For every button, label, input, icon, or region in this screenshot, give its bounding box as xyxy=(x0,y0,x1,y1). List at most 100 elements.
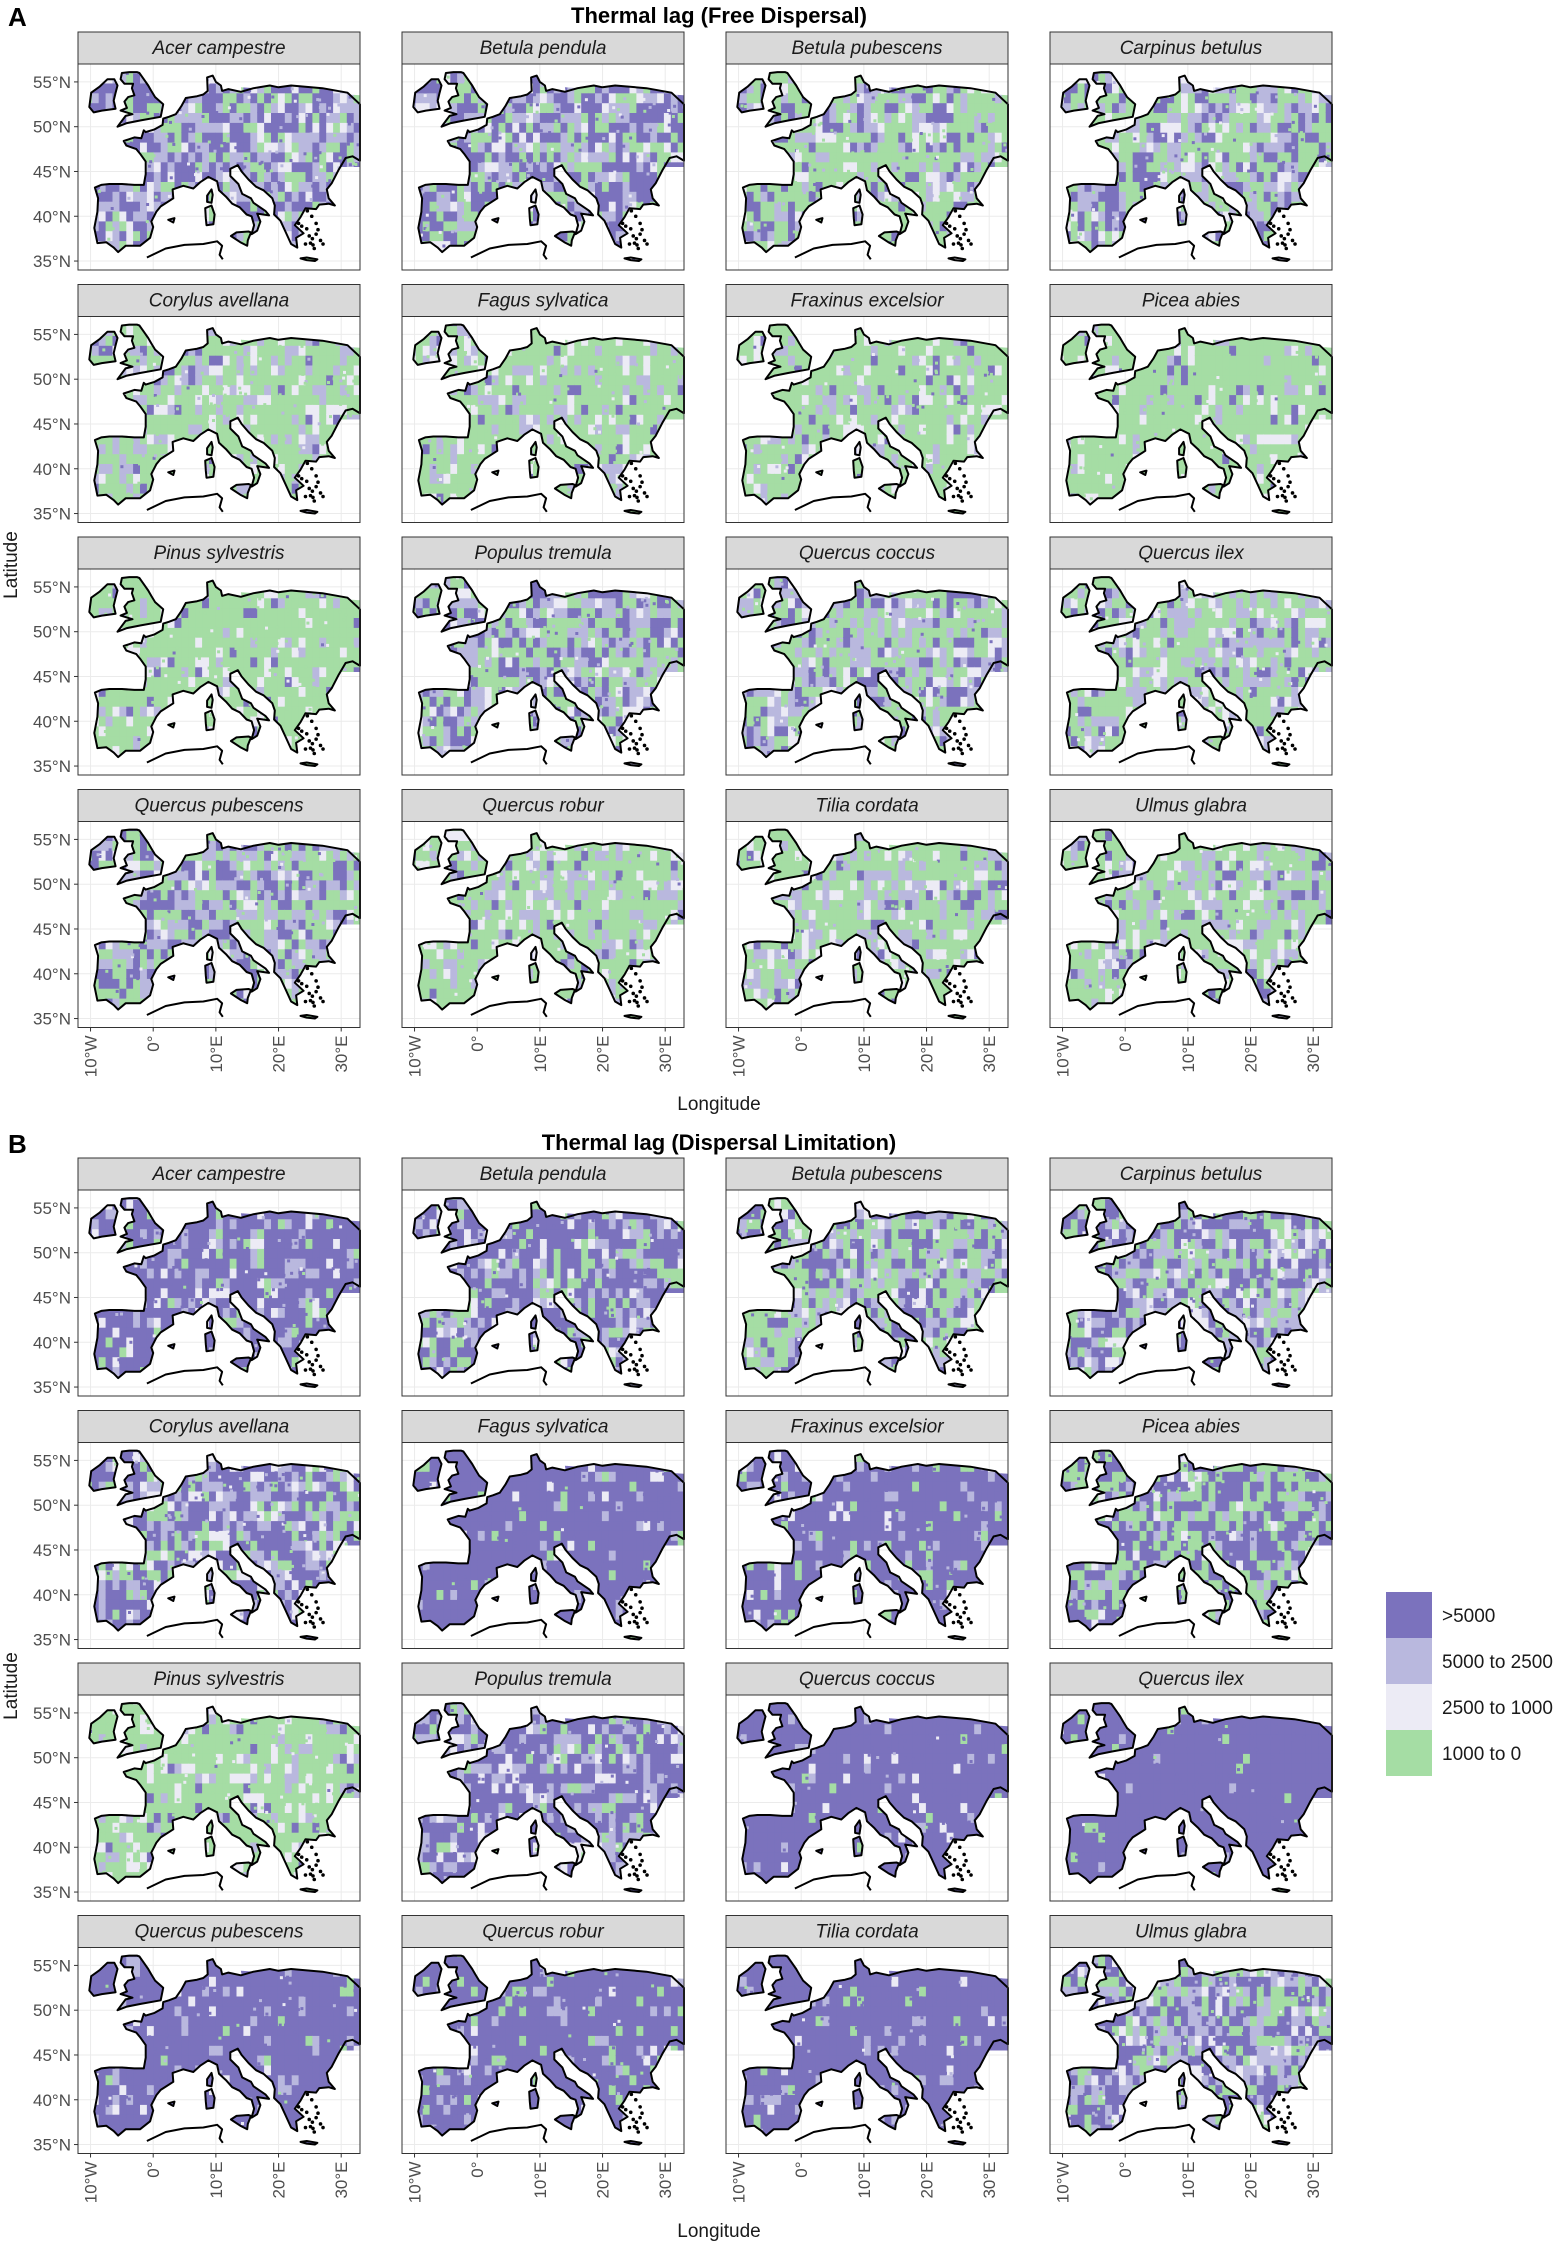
facet-strip-label: Quercus coccus xyxy=(799,1669,936,1690)
aegean-islands xyxy=(296,461,325,503)
x-tick-label: 10°E xyxy=(531,2162,550,2199)
coastline xyxy=(88,323,361,515)
x-tick-label: 0° xyxy=(1116,1036,1135,1052)
coastline xyxy=(412,323,685,515)
facet-b-tilia-cordata: Tilia cordata 10°W 0° 10°E 20°E 30°E xyxy=(725,1915,1009,2203)
coastline xyxy=(88,1197,361,1388)
facet-strip-label: Quercus robur xyxy=(482,796,604,817)
y-tick-label: 35°N xyxy=(33,1010,71,1029)
facet-strip-label: Carpinus betulus xyxy=(1120,38,1263,59)
panel-b-title: Thermal lag (Dispersal Limitation) xyxy=(542,1130,897,1155)
x-tick-label: 10°E xyxy=(1179,1036,1198,1073)
aegean-islands xyxy=(296,2092,325,2134)
facet-a-carpinus-betulus: Carpinus betulus xyxy=(1049,31,1333,271)
y-tick-label: 55°N xyxy=(33,830,71,849)
legend-label-1000-0: 1000 to 0 xyxy=(1442,1744,1521,1765)
facet-border xyxy=(401,568,685,776)
x-tick-label: 30°E xyxy=(980,2162,999,2199)
facet-strip-label: Quercus ilex xyxy=(1138,543,1245,564)
coastline xyxy=(736,71,1009,262)
aegean-islands xyxy=(620,714,649,756)
coastline xyxy=(412,1449,685,1641)
y-tick-label: 50°N xyxy=(33,2001,71,2020)
coastline xyxy=(1060,1954,1333,2146)
y-tick-label: 40°N xyxy=(33,1838,71,1857)
facet-strip xyxy=(401,284,685,317)
coastline xyxy=(1060,828,1333,1020)
panel-a-y-axis-title: Latitude xyxy=(1,531,22,599)
facet-strip-label: Quercus ilex xyxy=(1138,1669,1245,1690)
facet-b-fagus-sylvatica: Fagus sylvatica xyxy=(401,1410,685,1649)
facet-strip xyxy=(401,1157,685,1191)
facet-border xyxy=(401,63,685,271)
facet-strip-label: Tilia cordata xyxy=(815,1922,918,1943)
facet-strip xyxy=(401,789,685,822)
aegean-islands xyxy=(944,1335,973,1377)
x-tick-label: 10°W xyxy=(1054,1036,1073,1078)
coastline xyxy=(412,71,685,262)
x-tick-label: 10°E xyxy=(855,2162,874,2199)
panel-a-letter: A xyxy=(8,2,27,32)
coastline xyxy=(1060,71,1333,262)
aegean-islands xyxy=(1268,714,1297,756)
facet-border xyxy=(725,316,1009,523)
y-tick-label: 40°N xyxy=(33,2091,71,2110)
facet-border xyxy=(401,1189,685,1397)
facet-strip xyxy=(77,284,361,317)
facet-b-quercus-pubescens: Quercus pubescens 55°N 50°N 45°N 40°N 35°N 10°… xyxy=(33,1915,361,2203)
facet-border xyxy=(1049,63,1333,271)
coastline xyxy=(88,71,361,262)
facet-border xyxy=(1049,568,1333,776)
aegean-islands xyxy=(296,1587,325,1629)
x-tick-label: 0° xyxy=(144,2162,163,2178)
facet-a-ulmus-glabra: Ulmus glabra 10°W 0° 10°E 20°E 30°E xyxy=(1049,789,1333,1078)
facet-b-quercus-robur: Quercus robur 10°W 0° 10°E 20°E 30°E xyxy=(401,1915,685,2203)
facet-strip-label: Pinus sylvestris xyxy=(154,1669,285,1690)
aegean-islands xyxy=(1268,209,1297,251)
facet-strip-label: Betula pubescens xyxy=(791,38,943,59)
aegean-islands xyxy=(620,1587,649,1629)
facet-strip-label: Picea abies xyxy=(1142,1417,1241,1438)
facet-border xyxy=(401,1442,685,1649)
facet-strip-label: Quercus robur xyxy=(482,1922,604,1943)
facet-strip xyxy=(1049,31,1333,65)
facet-strip-label: Populus tremula xyxy=(474,1669,611,1690)
panel-a-title: Thermal lag (Free Dispersal) xyxy=(571,3,867,28)
coastline xyxy=(736,1954,1009,2146)
facet-strip xyxy=(725,31,1009,65)
y-tick-label: 55°N xyxy=(33,1956,71,1975)
x-tick-label: 10°E xyxy=(207,2162,226,2199)
y-tick-label: 40°N xyxy=(33,712,71,731)
coastline xyxy=(736,1702,1009,1893)
facet-strip-label: Betula pendula xyxy=(480,38,607,59)
panel-a-x-axis-title: Longitude xyxy=(677,1094,760,1115)
facet-border xyxy=(77,568,361,776)
y-tick-label: 35°N xyxy=(33,757,71,776)
y-tick-label: 55°N xyxy=(33,1451,71,1470)
aegean-islands xyxy=(944,2092,973,2134)
facet-border xyxy=(77,821,361,1028)
facet-strip xyxy=(1049,1662,1333,1696)
y-tick-label: 45°N xyxy=(33,415,71,434)
facet-b-pinus-sylvestris: Pinus sylvestris 55°N 50°N 45°N 40°N 35°N xyxy=(33,1662,361,1902)
facet-strip xyxy=(401,1915,685,1948)
y-tick-label: 55°N xyxy=(33,578,71,597)
facet-a-quercus-coccus: Quercus coccus xyxy=(725,536,1009,776)
coastline xyxy=(1060,1449,1333,1641)
facet-strip-label: Fraxinus excelsior xyxy=(790,291,944,312)
x-tick-label: 20°E xyxy=(918,1036,937,1073)
coastline xyxy=(88,1702,361,1893)
aegean-islands xyxy=(1268,966,1297,1008)
x-tick-label: 20°E xyxy=(270,1036,289,1073)
x-tick-label: 0° xyxy=(1116,2162,1135,2178)
y-tick-label: 45°N xyxy=(33,1793,71,1812)
facet-strip-label: Quercus pubescens xyxy=(135,796,304,817)
x-tick-label: 0° xyxy=(792,2162,811,2178)
x-tick-label: 30°E xyxy=(332,2162,351,2199)
x-tick-label: 10°E xyxy=(207,1036,226,1073)
facet-b-quercus-ilex: Quercus ilex xyxy=(1049,1662,1333,1902)
coastline xyxy=(1060,1702,1333,1893)
y-tick-label: 45°N xyxy=(33,162,71,181)
aegean-islands xyxy=(620,966,649,1008)
